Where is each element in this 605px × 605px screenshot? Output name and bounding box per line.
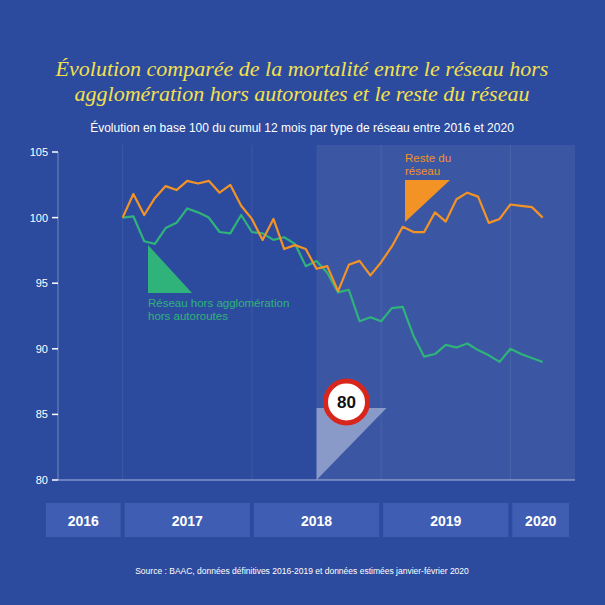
year-band xyxy=(254,503,379,537)
period-shade xyxy=(317,145,576,480)
text-line: Reste du xyxy=(405,152,451,164)
series-label: Réseau hors agglomérationhors autoroutes xyxy=(148,297,289,322)
y-tick xyxy=(52,151,58,153)
x-tick-label: 2016 xyxy=(68,513,99,529)
year-band xyxy=(125,503,250,537)
x-tick-label: 2017 xyxy=(172,513,203,529)
x-tick-label: 2020 xyxy=(525,513,556,529)
series-line xyxy=(123,208,543,362)
y-tick xyxy=(52,282,58,284)
y-tick-label: 90 xyxy=(36,343,48,355)
y-tick-label: 95 xyxy=(36,277,48,289)
text-line: Évolution comparée de la mortalité entre… xyxy=(55,56,549,81)
y-tick-label: 105 xyxy=(30,146,48,158)
source: Source : BAAC, données définitives 2016-… xyxy=(135,566,469,576)
plot-area xyxy=(123,181,543,362)
x-tick-label: 2019 xyxy=(430,513,461,529)
y-tick xyxy=(52,348,58,350)
background xyxy=(0,0,605,605)
year-separator xyxy=(251,145,252,480)
subtitle: Évolution en base 100 du cumul 12 mois p… xyxy=(90,120,514,135)
y-tick xyxy=(52,414,58,416)
year-band xyxy=(383,503,508,537)
label-pointer xyxy=(405,180,450,222)
year-separator xyxy=(122,145,123,480)
y-tick-label: 80 xyxy=(36,474,48,486)
y-tick-label: 85 xyxy=(36,408,48,420)
annotation-text: 80 xyxy=(337,393,356,412)
text-line: hors autoroutes xyxy=(148,310,228,322)
year-band xyxy=(46,503,121,537)
speed-sign xyxy=(326,381,368,423)
year-separator xyxy=(510,145,511,480)
text-line: Réseau hors agglomération xyxy=(148,297,289,309)
year-separator xyxy=(381,145,382,480)
year-band xyxy=(512,503,569,537)
chart: Évolution comparée de la mortalité entre… xyxy=(0,0,605,605)
y-axis xyxy=(58,152,59,480)
x-tick-label: 2018 xyxy=(301,513,332,529)
y-tick xyxy=(52,479,58,481)
y-tick-label: 100 xyxy=(30,212,48,224)
series-label: Reste duréseau xyxy=(405,152,451,177)
y-tick xyxy=(52,217,58,219)
title: Évolution comparée de la mortalité entre… xyxy=(55,56,549,106)
label-pointer xyxy=(148,245,192,293)
series-line xyxy=(123,181,543,291)
text-line: agglomération hors autoroutes et le rest… xyxy=(75,81,530,106)
text-line: réseau xyxy=(405,165,440,177)
